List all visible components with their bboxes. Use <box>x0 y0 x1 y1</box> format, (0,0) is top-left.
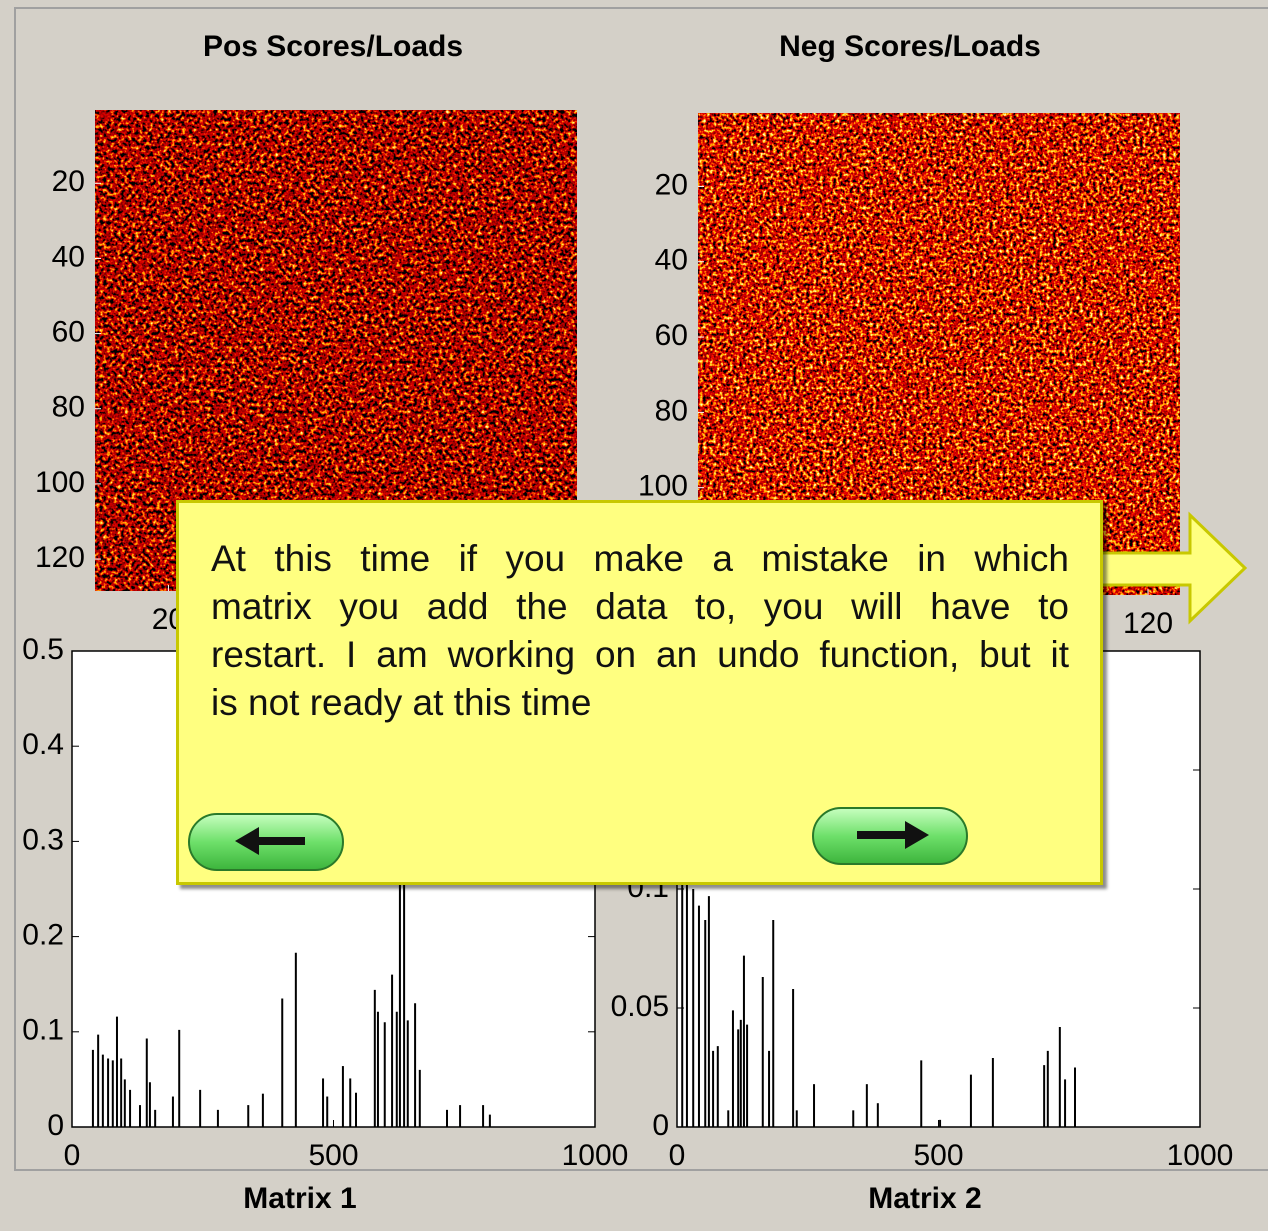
y-tick-label: 0.05 <box>611 990 669 1023</box>
page: Pos Scores/Loads 20 40 60 80 100 120 20 40 60 80 10… <box>0 0 1268 1231</box>
x-tick-label: 120 <box>1123 607 1173 640</box>
y-tick-label: 40 <box>655 244 688 277</box>
y-tick-label: 0.4 <box>22 728 64 761</box>
y-tick-label: 60 <box>655 319 688 352</box>
next-button[interactable] <box>811 806 971 868</box>
y-tick-label: 100 <box>638 470 688 503</box>
y-tick-label: 0.3 <box>22 823 64 856</box>
y-tick-label: 80 <box>655 394 688 427</box>
x-tick-label: 0 <box>64 1139 81 1172</box>
tooltip-box: At this time if you make a mistake in wh… <box>176 500 1103 885</box>
axes-title: Pos Scores/Loads <box>203 30 463 63</box>
y-tick-label: 20 <box>655 168 688 201</box>
y-tick-label: 60 <box>52 316 85 349</box>
x-tick-label: 0 <box>669 1139 686 1172</box>
y-tick-label: 40 <box>52 240 85 273</box>
tooltip-line: At this time if you make a mistake in wh… <box>211 535 1069 583</box>
y-tick-label: 0 <box>47 1109 64 1142</box>
tooltip-line: matrix you add the data to, you will hav… <box>211 583 1069 631</box>
x-axis-label: Matrix 2 <box>868 1182 981 1215</box>
y-tick-label: 0.2 <box>22 919 64 952</box>
x-tick-label: 500 <box>913 1139 963 1172</box>
tooltip-line: restart. I am working on an undo functio… <box>211 631 1069 679</box>
axes-title: Neg Scores/Loads <box>779 30 1041 63</box>
x-axis-label: Matrix 1 <box>243 1182 356 1215</box>
y-tick-label: 0.5 <box>22 633 64 666</box>
y-tick-label: 0 <box>652 1109 669 1142</box>
y-tick-label: 120 <box>35 541 85 574</box>
x-tick-label: 1000 <box>562 1139 629 1172</box>
tooltip-line: is not ready at this time <box>211 679 1069 727</box>
x-tick-label: 500 <box>308 1139 358 1172</box>
y-tick-label: 80 <box>52 391 85 424</box>
x-tick-label: 1000 <box>1167 1139 1234 1172</box>
y-tick-label: 100 <box>35 466 85 499</box>
back-button[interactable] <box>187 812 347 874</box>
y-tick-label: 20 <box>52 165 85 198</box>
y-tick-label: 0.1 <box>22 1014 64 1047</box>
